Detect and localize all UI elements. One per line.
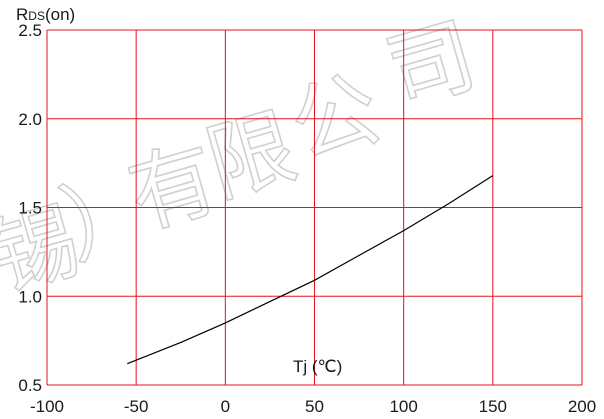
x-tick-label: 0 (221, 397, 230, 416)
series-line (127, 175, 494, 365)
x-tick-label: -50 (124, 397, 149, 416)
y-tick-label: 1.0 (18, 287, 42, 306)
tick-labels: -100 -50 0 50 100 150 200 0.5 1.0 1.5 2.0 2.5 (18, 21, 596, 416)
x-tick-label: 200 (568, 397, 596, 416)
watermark-char: 司 (376, 5, 486, 125)
y-tick-label: 0.5 (18, 376, 42, 395)
x-tick-label: 50 (305, 397, 324, 416)
x-tick-label: -100 (30, 397, 64, 416)
y-tick-label: 2.5 (18, 21, 42, 40)
y-tick-label: 2.0 (18, 110, 42, 129)
grid (46, 29, 583, 386)
y-tick-label: 1.5 (18, 199, 42, 218)
x-tick-label: 150 (479, 397, 507, 416)
x-tick-label: 100 (389, 397, 417, 416)
series-layer (127, 175, 494, 365)
x-axis-label: Tj (℃) (293, 357, 342, 376)
y-axis-label: RDS(on) (16, 5, 75, 24)
